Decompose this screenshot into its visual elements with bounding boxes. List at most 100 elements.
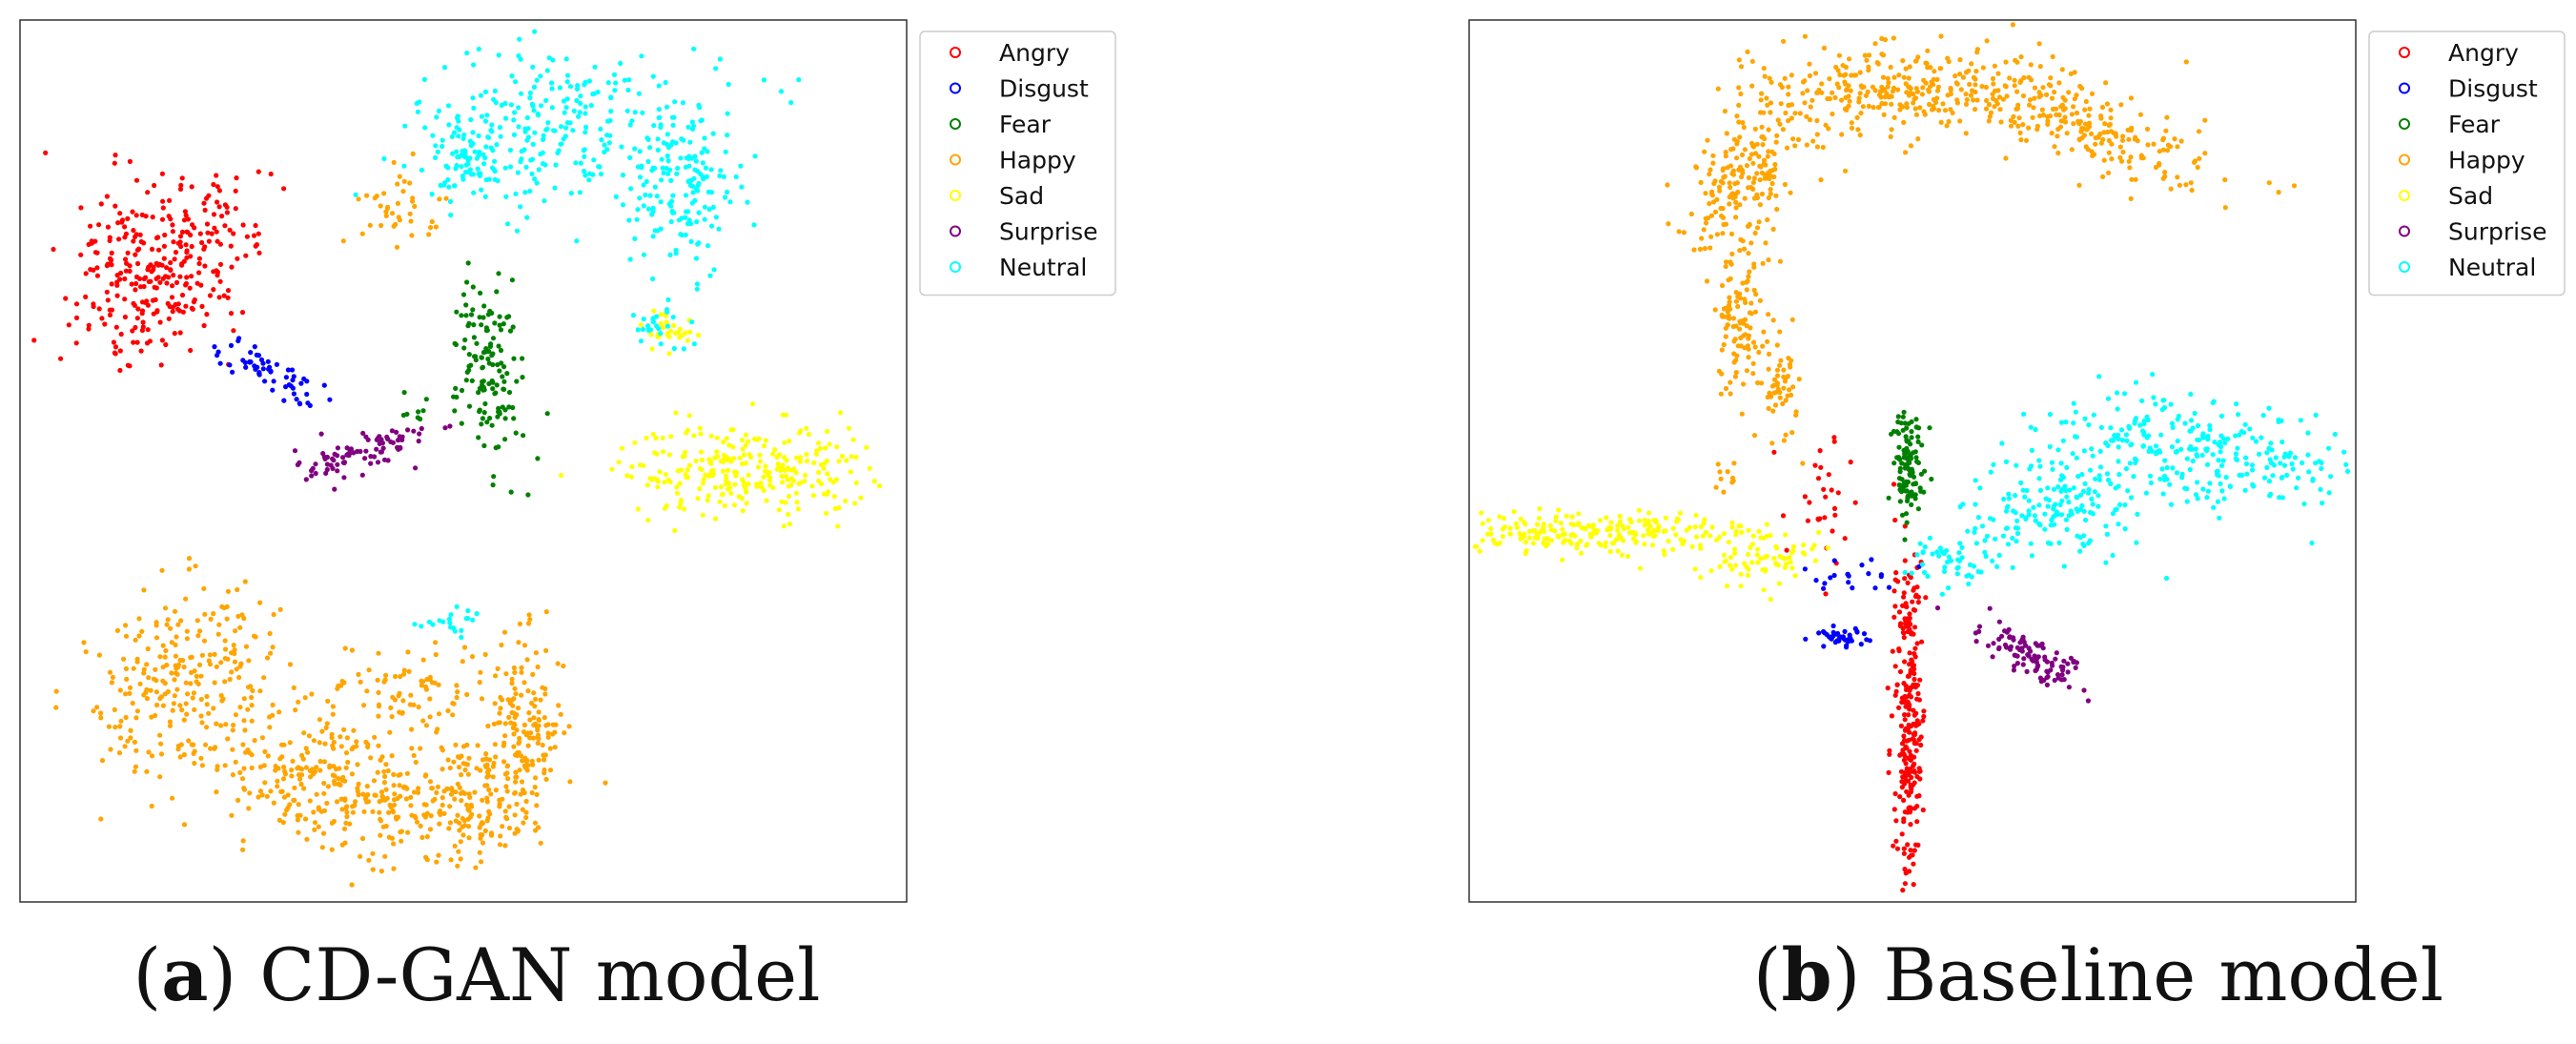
point bbox=[460, 292, 467, 297]
point bbox=[780, 480, 786, 485]
point bbox=[1835, 68, 1841, 73]
point bbox=[650, 73, 656, 79]
point bbox=[1772, 166, 1778, 172]
point bbox=[455, 754, 461, 760]
point bbox=[313, 461, 318, 467]
point bbox=[1729, 475, 1736, 481]
series-sad bbox=[559, 308, 883, 534]
point bbox=[286, 382, 292, 388]
point bbox=[831, 494, 837, 500]
point bbox=[541, 133, 546, 138]
point bbox=[1789, 317, 1795, 322]
point bbox=[2074, 455, 2079, 461]
point bbox=[561, 663, 566, 669]
point bbox=[1960, 502, 1966, 507]
point bbox=[2003, 155, 2009, 161]
point bbox=[470, 141, 476, 147]
point bbox=[1764, 95, 1769, 101]
point bbox=[174, 686, 180, 692]
point bbox=[1532, 528, 1538, 534]
point bbox=[577, 190, 583, 195]
point bbox=[1839, 132, 1845, 137]
point bbox=[2049, 460, 2055, 465]
point bbox=[1772, 402, 1779, 408]
point bbox=[641, 203, 646, 209]
point bbox=[1712, 178, 1718, 184]
point bbox=[407, 180, 413, 186]
point bbox=[130, 700, 135, 706]
point bbox=[181, 751, 187, 758]
point bbox=[624, 108, 630, 113]
point bbox=[1738, 236, 1744, 242]
point bbox=[476, 46, 481, 52]
point bbox=[591, 157, 597, 163]
point bbox=[125, 215, 131, 221]
point bbox=[1896, 648, 1902, 654]
point bbox=[1921, 109, 1927, 114]
point bbox=[2046, 82, 2052, 88]
point bbox=[91, 303, 96, 310]
point bbox=[2243, 461, 2250, 467]
point bbox=[1477, 548, 1482, 554]
point bbox=[94, 273, 100, 278]
point bbox=[806, 432, 812, 438]
point bbox=[2014, 106, 2019, 112]
point bbox=[340, 455, 346, 461]
point bbox=[700, 481, 705, 486]
point bbox=[1778, 101, 1784, 107]
point bbox=[545, 734, 551, 740]
point bbox=[721, 440, 726, 445]
point bbox=[480, 757, 486, 763]
point bbox=[1938, 66, 1944, 72]
point bbox=[241, 766, 247, 771]
point bbox=[510, 404, 516, 411]
point bbox=[117, 276, 123, 282]
point bbox=[645, 206, 652, 212]
point bbox=[710, 467, 716, 473]
point bbox=[294, 397, 299, 402]
point bbox=[63, 296, 69, 301]
point bbox=[2257, 451, 2262, 457]
point bbox=[1703, 529, 1708, 535]
point bbox=[245, 747, 251, 753]
point bbox=[289, 768, 295, 773]
point bbox=[344, 809, 350, 815]
point bbox=[2116, 436, 2121, 442]
point bbox=[573, 160, 579, 166]
point bbox=[1911, 707, 1916, 713]
point bbox=[130, 209, 135, 215]
point bbox=[509, 676, 515, 682]
point bbox=[843, 498, 848, 504]
point bbox=[281, 398, 287, 403]
point bbox=[2017, 640, 2023, 645]
point bbox=[1871, 105, 1876, 111]
point bbox=[484, 774, 490, 780]
point bbox=[253, 634, 258, 640]
point bbox=[1733, 215, 1739, 220]
point bbox=[419, 834, 425, 841]
point bbox=[2056, 540, 2062, 545]
point bbox=[204, 221, 211, 227]
point bbox=[1751, 175, 1757, 181]
point bbox=[98, 715, 104, 721]
point bbox=[419, 167, 424, 173]
point bbox=[1853, 72, 1859, 78]
point bbox=[2056, 80, 2062, 86]
point bbox=[412, 789, 418, 795]
point bbox=[1971, 97, 1976, 103]
point bbox=[270, 387, 276, 393]
point bbox=[2027, 97, 2034, 103]
point bbox=[1812, 71, 1819, 76]
point bbox=[2161, 477, 2168, 482]
point bbox=[413, 759, 419, 766]
point bbox=[173, 250, 179, 256]
point bbox=[229, 264, 235, 270]
point bbox=[172, 331, 177, 337]
point bbox=[1721, 166, 1727, 172]
point bbox=[88, 223, 93, 229]
point bbox=[2037, 487, 2043, 493]
point bbox=[1724, 583, 1730, 589]
point bbox=[2020, 92, 2027, 99]
point bbox=[482, 400, 488, 407]
point bbox=[632, 440, 638, 445]
